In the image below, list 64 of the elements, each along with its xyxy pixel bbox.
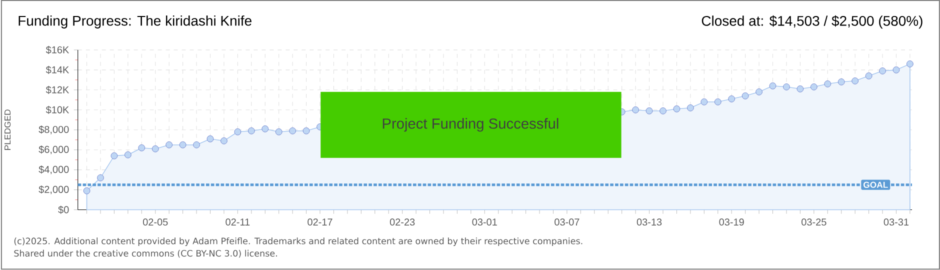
point bbox=[756, 88, 762, 96]
ref-line-label: GOAL bbox=[864, 182, 888, 188]
point bbox=[838, 78, 845, 86]
point bbox=[865, 72, 872, 80]
chart-subtitle: Closed at: $14,503 / $2,500 (580%) bbox=[702, 16, 922, 29]
point bbox=[234, 128, 242, 136]
point bbox=[906, 60, 914, 68]
y-tick-label: $2,000 bbox=[38, 186, 69, 194]
point bbox=[673, 106, 680, 112]
x-tick-label: 02-11 bbox=[226, 218, 250, 226]
y-tick-label: $6,000 bbox=[38, 146, 69, 154]
point bbox=[810, 84, 818, 90]
point bbox=[687, 104, 694, 112]
point bbox=[206, 136, 214, 142]
y-tick-label: $0 bbox=[58, 206, 69, 214]
point bbox=[892, 66, 900, 74]
point bbox=[852, 78, 858, 84]
point bbox=[769, 82, 776, 90]
point bbox=[714, 98, 722, 106]
annotation: Project Funding Successful bbox=[382, 118, 558, 132]
point bbox=[728, 96, 735, 102]
point bbox=[796, 86, 804, 92]
point bbox=[824, 80, 832, 88]
y-tick-label: $4,000 bbox=[38, 166, 69, 174]
x-tick-label: 02-17 bbox=[308, 218, 332, 226]
point bbox=[646, 108, 653, 114]
point bbox=[742, 92, 749, 100]
point bbox=[97, 174, 104, 182]
point bbox=[138, 144, 146, 152]
y-tick-label: $12K bbox=[46, 86, 70, 94]
chart-title: Funding Progress: The kiridashi Knife bbox=[18, 16, 252, 29]
point bbox=[700, 98, 708, 106]
point bbox=[302, 128, 310, 134]
point bbox=[220, 138, 228, 144]
point bbox=[879, 68, 886, 74]
y-tick-label: $10K bbox=[46, 106, 70, 114]
y-tick-label: $14K bbox=[46, 66, 70, 74]
point bbox=[783, 84, 790, 90]
point bbox=[289, 128, 296, 134]
point bbox=[124, 152, 132, 158]
y-tick-label: $16K bbox=[46, 46, 70, 54]
point bbox=[152, 146, 159, 152]
x-tick-label: 02-05 bbox=[142, 218, 168, 226]
point bbox=[166, 142, 172, 148]
x-tick-label: 03-25 bbox=[802, 218, 826, 226]
x-tick-label: 03-07 bbox=[554, 218, 580, 226]
point bbox=[275, 128, 282, 136]
point bbox=[248, 128, 255, 134]
text: Shared under the creative commons (CC BY-NC 3.0) license. bbox=[14, 250, 277, 258]
x-tick-label: 03-13 bbox=[636, 218, 662, 226]
point bbox=[262, 126, 269, 132]
text: (c)2025. Additional content provided by Adam Pfeifle. Trademarks and related content are owned by their respective companies. bbox=[14, 238, 582, 246]
point bbox=[632, 106, 639, 114]
point bbox=[660, 108, 666, 114]
x-tick-label: 03-19 bbox=[719, 218, 744, 226]
y-tick-label: $8,000 bbox=[38, 126, 69, 134]
point bbox=[83, 188, 90, 194]
x-tick-label: 02-23 bbox=[390, 218, 415, 226]
point bbox=[193, 142, 200, 148]
point bbox=[110, 152, 118, 160]
x-tick-label: 03-01 bbox=[472, 218, 497, 226]
y-axis-title: PLEDGED bbox=[4, 110, 11, 150]
point bbox=[179, 142, 186, 148]
x-tick-label: 03-31 bbox=[884, 218, 909, 226]
